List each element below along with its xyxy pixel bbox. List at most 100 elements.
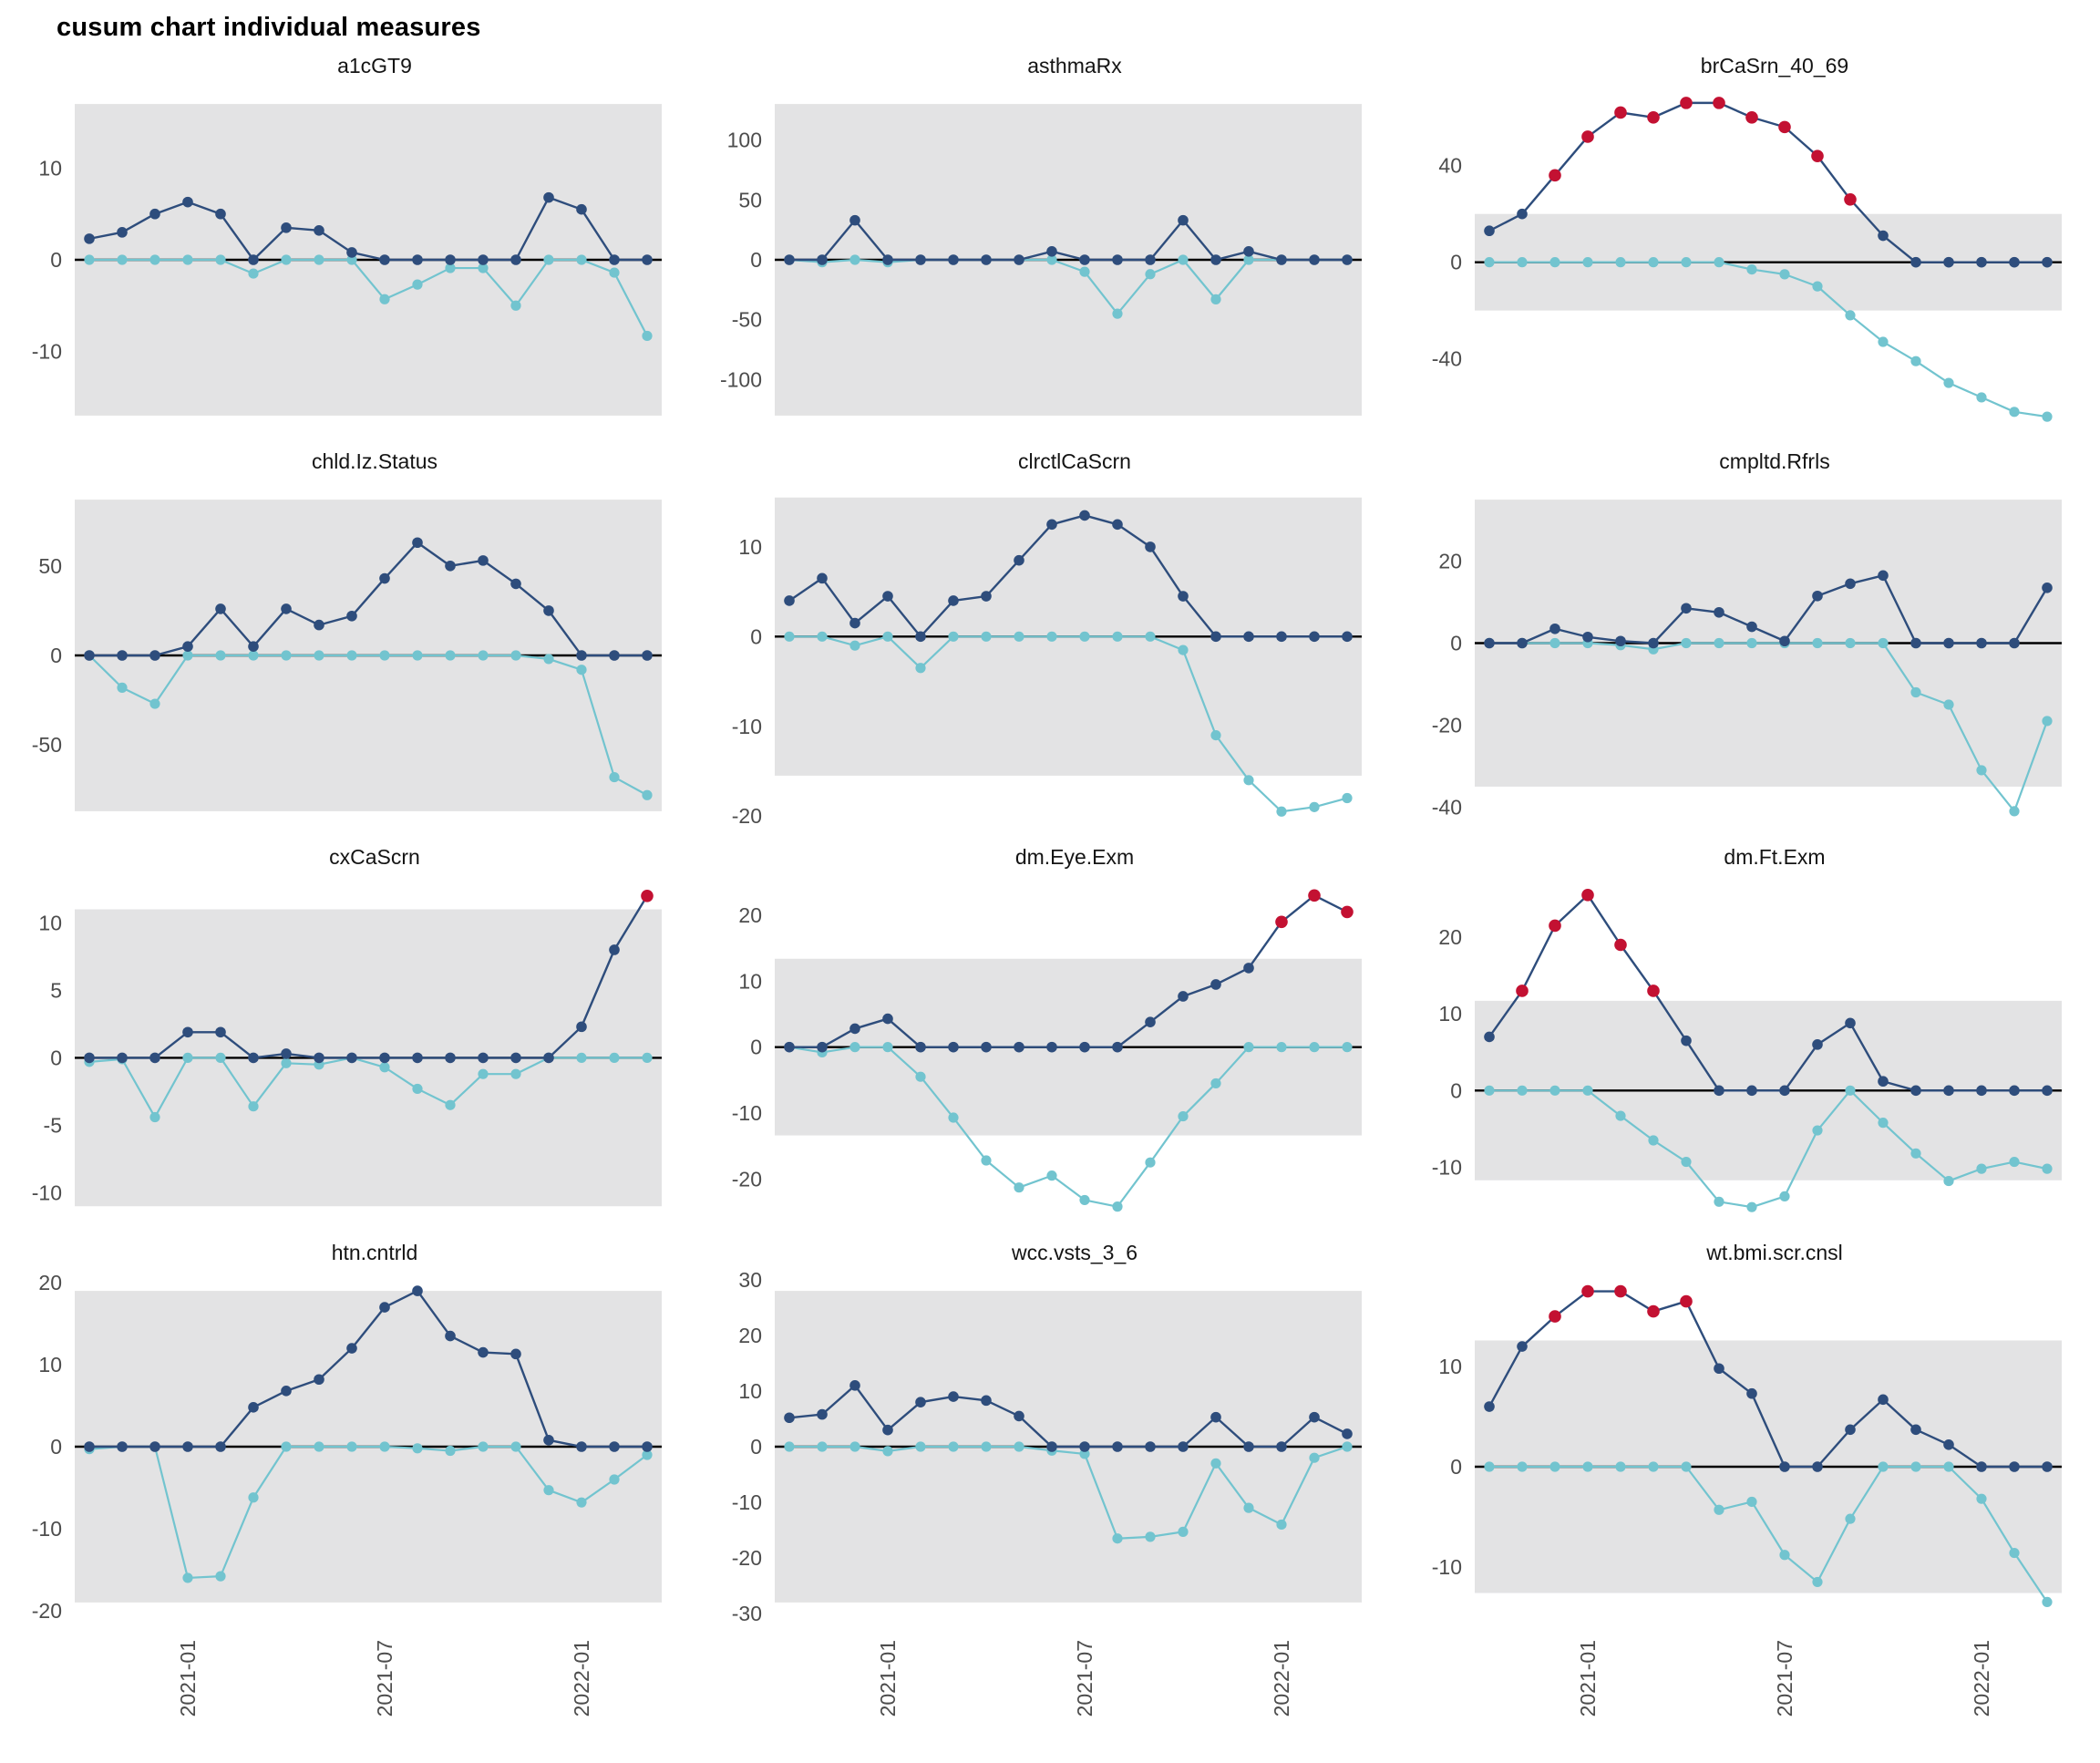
lower-cusum-point	[314, 1441, 324, 1452]
facet-panel: wt.bmi.scr.cnsl 10 0 -10 2021-01 2021-07 2022…	[1400, 1232, 2100, 1729]
lower-cusum-point	[1484, 1085, 1495, 1096]
upper-cusum-point	[1079, 510, 1090, 521]
upper-cusum-point	[182, 196, 193, 208]
upper-cusum-point	[182, 1026, 193, 1038]
y-tick-label: -10	[32, 1180, 62, 1204]
upper-cusum-point	[84, 233, 95, 244]
y-tick-label: -10	[732, 1101, 762, 1125]
lower-cusum-point	[2009, 407, 2020, 418]
lower-cusum-point	[576, 254, 587, 265]
lower-cusum-point	[117, 254, 128, 265]
upper-cusum-point	[1845, 578, 1856, 590]
lower-cusum-point	[1243, 1042, 1254, 1053]
facet-title: dm.Ft.Exm	[1724, 845, 1826, 869]
lower-cusum-point	[1845, 1513, 1856, 1524]
lower-cusum-point	[1681, 637, 1692, 649]
lower-cusum-point	[445, 650, 456, 661]
y-tick-label: -5	[44, 1113, 62, 1137]
lower-cusum-point	[412, 650, 423, 661]
upper-cusum-point	[1309, 1411, 1320, 1423]
facet-title: cmpltd.Rfrls	[1719, 449, 1830, 473]
facet-title: wcc.vsts_3_6	[1011, 1241, 1138, 1264]
y-tick-label: 0	[750, 1036, 762, 1059]
y-tick-label: 0	[750, 624, 762, 648]
upper-cusum-point	[2009, 1085, 2020, 1097]
y-tick-label: 0	[750, 1435, 762, 1459]
signal-point	[1581, 1284, 1594, 1298]
y-tick-label: 20	[38, 1271, 62, 1294]
lower-cusum-point	[981, 1441, 992, 1452]
lower-cusum-point	[1517, 1085, 1528, 1096]
lower-cusum-point	[576, 1052, 587, 1064]
lower-cusum-point	[1210, 730, 1221, 741]
lower-cusum-point	[1910, 686, 1921, 698]
upper-cusum-point	[1178, 591, 1189, 602]
lower-cusum-line	[1489, 642, 2049, 813]
upper-cusum-point	[2009, 637, 2020, 649]
lower-cusum-point	[1648, 257, 1659, 268]
upper-cusum-point	[445, 560, 456, 572]
lower-cusum-point	[1976, 1163, 1987, 1174]
lower-cusum-point	[1342, 1042, 1353, 1053]
lower-cusum-point	[1079, 1449, 1090, 1459]
upper-cusum-point	[149, 1052, 160, 1064]
upper-cusum-point	[817, 572, 828, 584]
upper-cusum-point	[882, 1424, 893, 1436]
signal-point	[1680, 97, 1693, 109]
upper-cusum-point	[1145, 1016, 1156, 1027]
y-tick-label: -40	[1432, 347, 1462, 371]
upper-cusum-point	[1943, 256, 1954, 268]
y-tick-label: -50	[732, 308, 762, 332]
lower-cusum-point	[1943, 377, 1954, 388]
upper-cusum-point	[1714, 606, 1724, 618]
y-tick-label: -20	[732, 1546, 762, 1570]
upper-cusum-point	[784, 1041, 795, 1053]
lower-cusum-point	[1276, 1042, 1287, 1053]
lower-cusum-point	[1582, 1085, 1593, 1096]
lower-cusum-point	[478, 650, 489, 661]
lower-cusum-point	[1943, 1461, 1954, 1472]
upper-cusum-point	[1910, 1085, 1921, 1097]
upper-cusum-point	[915, 1397, 926, 1407]
upper-cusum-point	[1046, 245, 1057, 257]
y-tick-label: -10	[1432, 1555, 1462, 1579]
upper-cusum-point	[215, 1026, 226, 1038]
upper-cusum-point	[346, 1343, 357, 1354]
lower-cusum-point	[642, 1052, 653, 1064]
upper-cusum-point	[412, 537, 423, 549]
y-tick-label: -10	[732, 715, 762, 738]
upper-cusum-line	[789, 894, 1348, 1048]
upper-cusum-point	[1112, 1041, 1123, 1053]
upper-cusum-point	[609, 1441, 620, 1452]
y-tick-label: 40	[1438, 154, 1462, 178]
upper-cusum-point	[2009, 256, 2020, 268]
upper-cusum-line	[1488, 1290, 2047, 1469]
upper-cusum-point	[1779, 1461, 1790, 1472]
upper-cusum-point	[1484, 225, 1495, 237]
y-tick-label: 20	[1438, 925, 1462, 949]
lower-cusum-point	[609, 1052, 620, 1064]
upper-cusum-point	[412, 1285, 423, 1296]
lower-cusum-point	[642, 789, 653, 800]
lower-cusum-point	[882, 1446, 893, 1457]
upper-cusum-point	[642, 254, 653, 265]
lower-cusum-point	[281, 1441, 292, 1452]
upper-cusum-point	[1276, 1441, 1287, 1452]
upper-cusum-point	[478, 1052, 489, 1064]
upper-cusum-point	[215, 603, 226, 614]
upper-cusum-point	[1746, 621, 1757, 633]
upper-cusum-point	[784, 1412, 795, 1424]
lower-cusum-point	[182, 254, 193, 265]
facet-title: dm.Eye.Exm	[1014, 845, 1135, 869]
lower-cusum-point	[478, 1068, 489, 1079]
facet-plot: 20 10 0 -10 -20	[732, 889, 1362, 1212]
upper-cusum-point	[1943, 637, 1954, 649]
lower-cusum-point	[1276, 1519, 1287, 1531]
upper-cusum-point	[1178, 214, 1189, 226]
upper-cusum-point	[1484, 1031, 1495, 1043]
lower-cusum-point	[1079, 631, 1090, 642]
upper-cusum-point	[948, 595, 959, 606]
facet-plot: 100 50 0 -50 -100	[720, 104, 1362, 416]
lower-cusum-point	[379, 1441, 390, 1452]
lower-cusum-point	[1112, 1201, 1123, 1212]
